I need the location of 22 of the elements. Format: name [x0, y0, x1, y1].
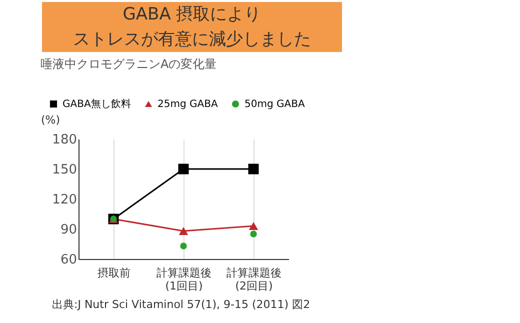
point: [178, 164, 189, 174]
x-tick-label: 摂取前: [98, 266, 130, 280]
point: [178, 227, 188, 235]
source-note: 出典:J Nutr Sci Vitaminol 57(1), 9-15 (2011) 図2: [52, 298, 310, 311]
point: [248, 164, 259, 174]
x-tick-label: 計算課題後 (2回目): [226, 266, 282, 292]
y-tick-label: 150: [52, 162, 77, 178]
text: ストレスが有意に減少しました: [73, 30, 311, 50]
chart-title: 唾液中クロモグラニンAの変化量: [40, 57, 217, 71]
y-tick-label: 60: [60, 252, 77, 268]
legend-label: 25mg GABA: [158, 99, 218, 110]
y-tick-label: 180: [52, 132, 77, 148]
point: [180, 242, 187, 250]
x-tick-label: 計算課題後 (1回目): [156, 266, 212, 292]
y-axis-title: (%): [41, 114, 60, 126]
text: GABA 摂取により: [122, 4, 262, 24]
legend-label: GABA無し飲料: [62, 98, 131, 110]
legend-label: 50mg GABA: [244, 99, 305, 110]
y-tick-label: 90: [60, 222, 77, 238]
point: [248, 222, 258, 230]
y-tick-label: 120: [52, 192, 77, 208]
point: [250, 230, 257, 238]
